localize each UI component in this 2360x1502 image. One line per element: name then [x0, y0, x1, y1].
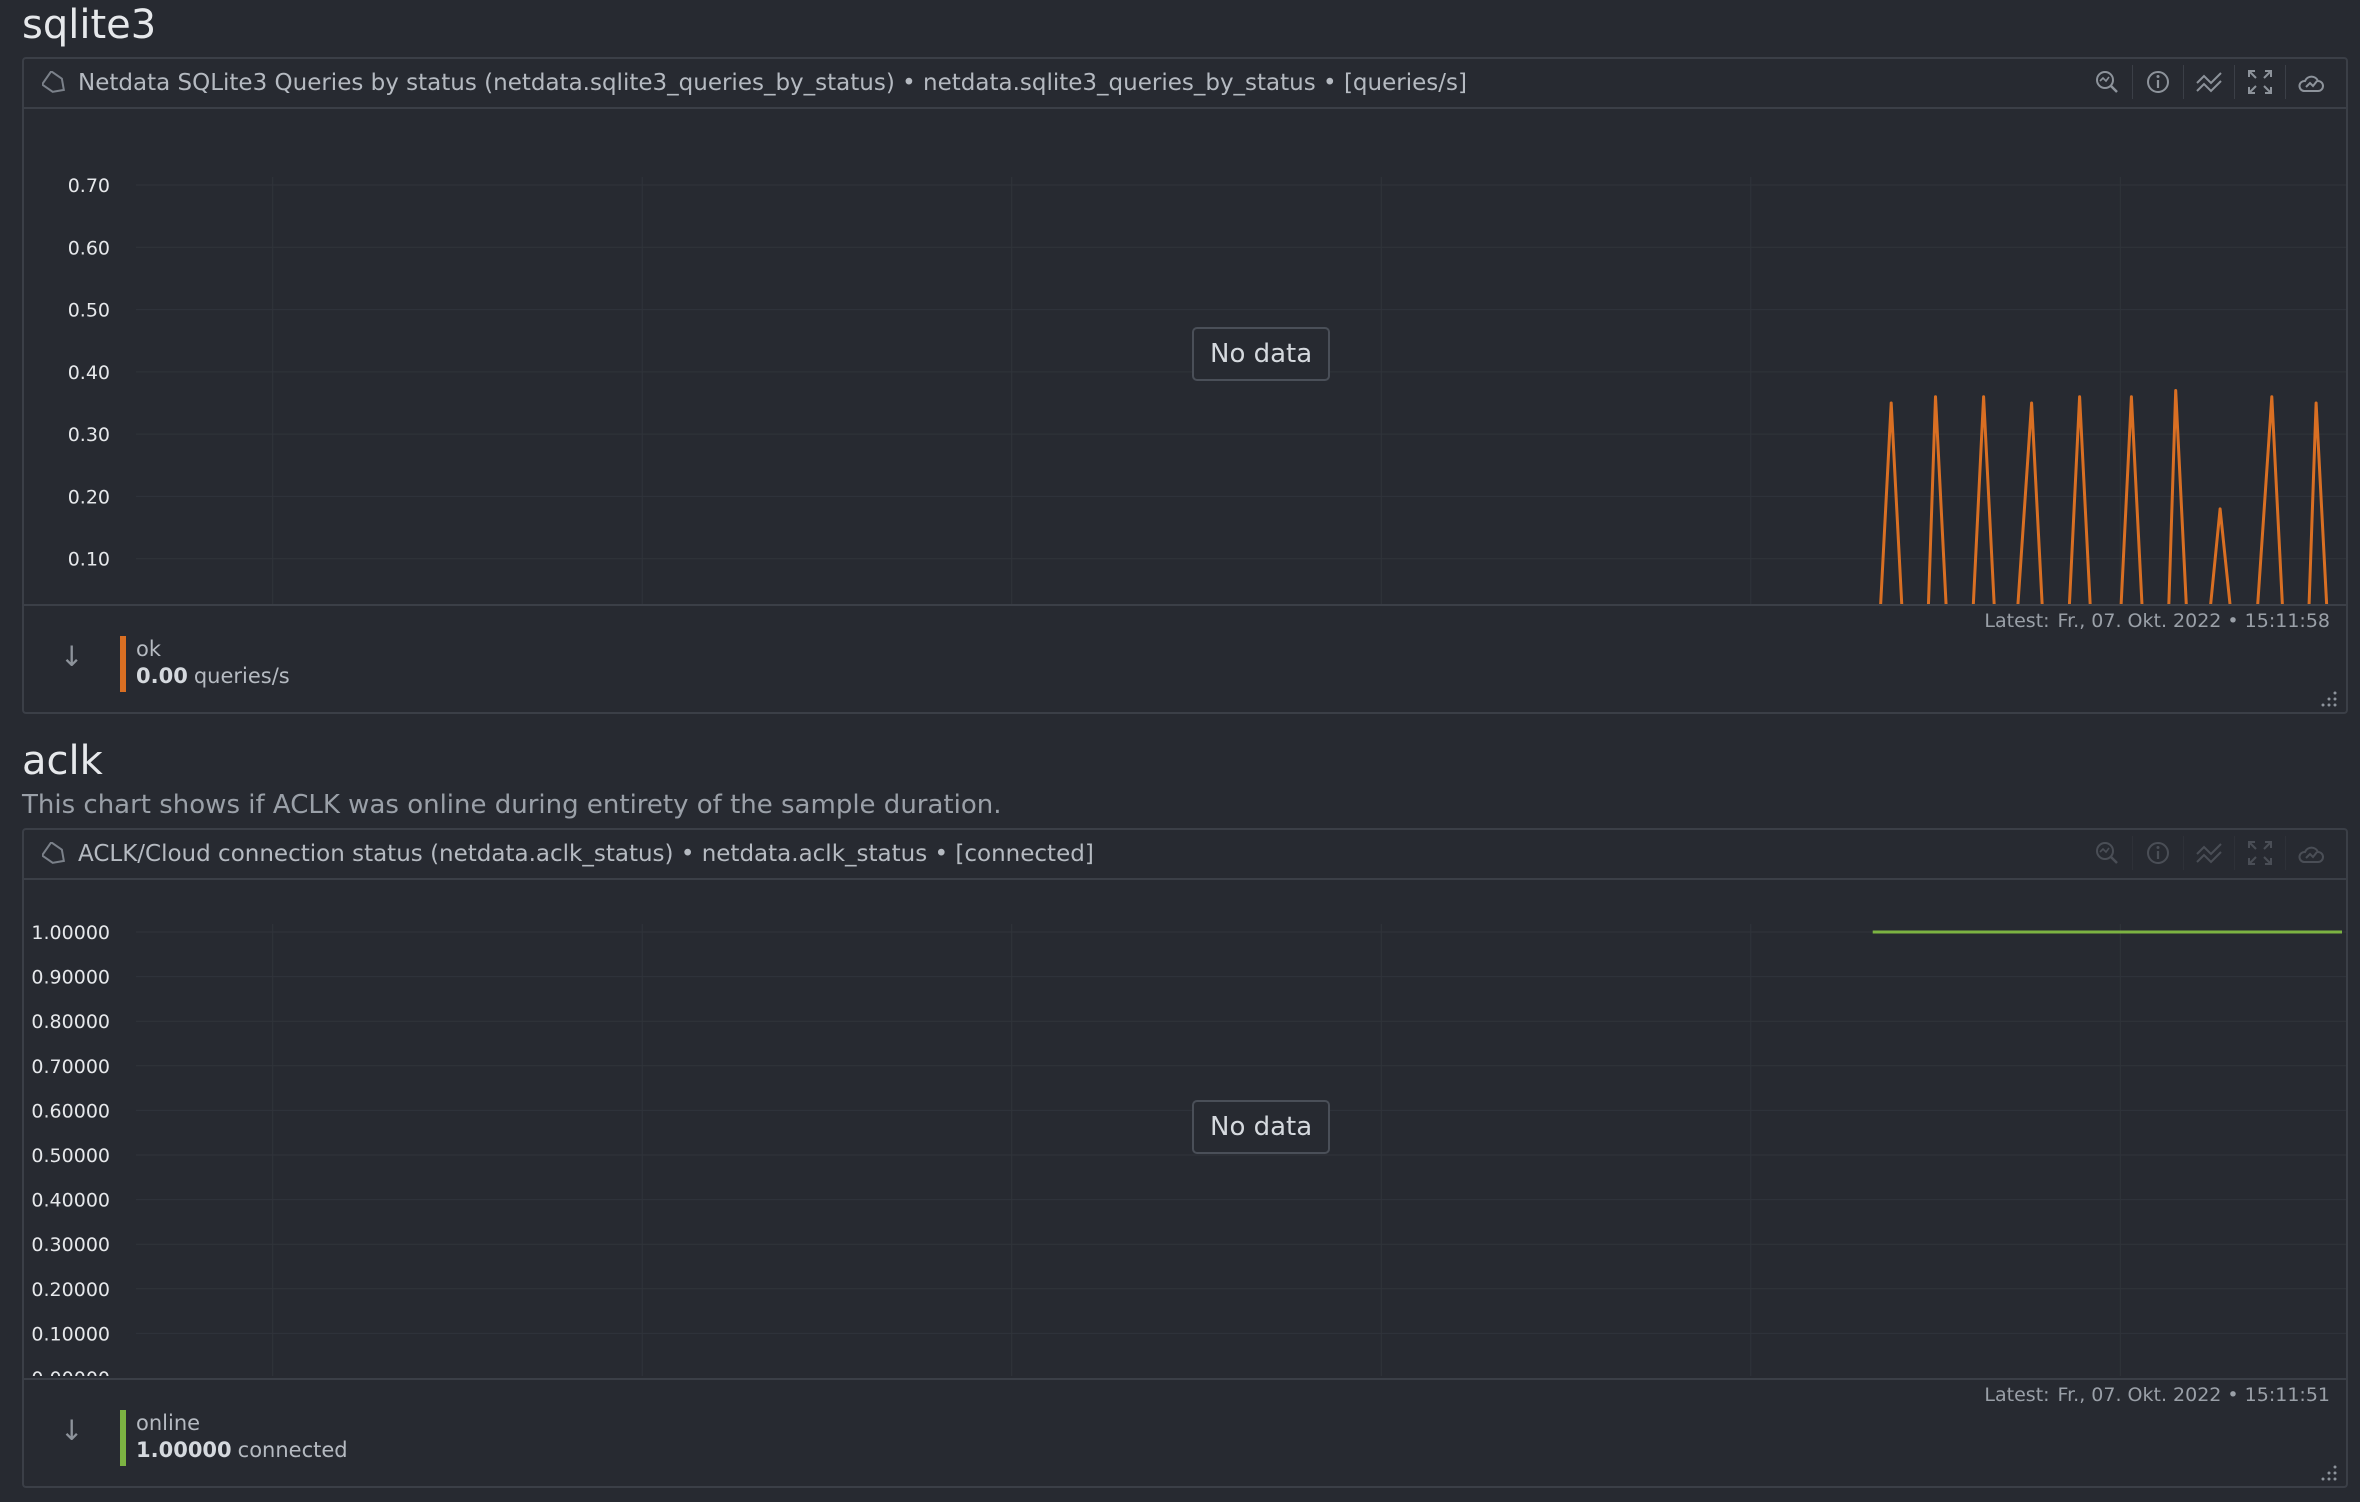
chart-footer: Latest: Fr., 07. Okt. 2022 • 15:11:51 ↓ o…: [24, 1378, 2346, 1486]
legend-value-row: 1.00000 connected: [136, 1436, 348, 1464]
separator: •: [680, 841, 702, 867]
y-tick-label: 1.00000: [31, 922, 110, 944]
tag-icon: [42, 71, 65, 93]
chart-panel-sqlite3: Netdata SQLite3 Queries by status (netda…: [22, 57, 2348, 714]
chart-units: [queries/s]: [1343, 70, 1467, 96]
no-data-label: No data: [1192, 1100, 1331, 1154]
resize-handle-icon[interactable]: [2320, 1464, 2338, 1482]
latest-value: Fr., 07. Okt. 2022 • 15:11:58: [2057, 610, 2330, 632]
chart-footer: Latest: Fr., 07. Okt. 2022 • 15:11:58 ↓ o…: [24, 604, 2346, 712]
legend-name: online: [136, 1411, 201, 1435]
separator: •: [1323, 70, 1344, 96]
y-tick-label: 0.70000: [31, 1056, 110, 1078]
info-icon[interactable]: [2132, 836, 2183, 870]
zoom-icon[interactable]: [2082, 65, 2132, 99]
chart-panel-aclk: ACLK/Cloud connection status (netdata.ac…: [22, 828, 2348, 1488]
y-tick-label: 0.50000: [31, 1145, 110, 1167]
y-tick-label: 0.20000: [31, 1279, 110, 1301]
arrow-down-icon[interactable]: ↓: [60, 640, 84, 673]
y-tick-label: 0.40000: [31, 1190, 110, 1212]
fullscreen-icon[interactable]: [2234, 65, 2285, 99]
legend-name: ok: [136, 637, 162, 661]
latest-timestamp: Latest: Fr., 07. Okt. 2022 • 15:11:51: [1984, 1384, 2330, 1406]
chart-title-text: Netdata SQLite3 Queries by status (netda…: [78, 70, 895, 96]
chart-header: Netdata SQLite3 Queries by status (netda…: [24, 59, 2346, 109]
section-title-sqlite3: sqlite3: [22, 2, 157, 48]
y-tick-label: 0.70: [68, 175, 110, 197]
y-tick-label: 0.10: [68, 549, 110, 571]
section-title-aclk: aclk: [22, 738, 103, 784]
chart-title: Netdata SQLite3 Queries by status (netda…: [78, 70, 1467, 96]
y-tick-label: 0.50: [68, 300, 110, 322]
separator: •: [902, 70, 924, 96]
chart-title: ACLK/Cloud connection status (netdata.ac…: [78, 841, 1094, 867]
y-tick-label: 0.30: [68, 424, 110, 446]
no-data-label: No data: [1192, 327, 1331, 381]
chart-id: netdata.sqlite3_queries_by_status: [923, 70, 1316, 96]
legend-value: 0.00: [136, 664, 188, 688]
chart-plot[interactable]: 0.700.600.500.400.300.200.100.0001.10.02…: [24, 109, 2346, 605]
y-tick-label: 0.40: [68, 362, 110, 384]
y-tick-label: 0.80000: [31, 1011, 110, 1033]
chart-id: netdata.aclk_status: [701, 841, 928, 867]
legend-unit: connected: [237, 1438, 348, 1462]
latest-value: Fr., 07. Okt. 2022 • 15:11:51: [2057, 1384, 2330, 1406]
legend-value-row: 0.00 queries/s: [136, 662, 290, 690]
chart-header: ACLK/Cloud connection status (netdata.ac…: [24, 830, 2346, 880]
chart-units: [connected]: [955, 841, 1094, 867]
y-tick-label: 0.00000: [31, 1368, 110, 1376]
compare-icon[interactable]: [2183, 65, 2234, 99]
chart-plot[interactable]: 1.00000 0.90000 0.80000 0.70000 0.60000 0.500…: [24, 880, 2346, 1376]
y-tick-label: 0.90000: [31, 967, 110, 989]
arrow-down-icon[interactable]: ↓: [60, 1414, 84, 1447]
section-description: This chart shows if ACLK was online duri…: [22, 790, 1002, 820]
tag-icon: [42, 842, 65, 864]
chart-toolbar: [2082, 65, 2336, 99]
info-icon[interactable]: [2132, 65, 2183, 99]
separator: •: [934, 841, 956, 867]
y-tick-label: 0.10000: [31, 1323, 110, 1345]
resize-handle-icon[interactable]: [2320, 690, 2338, 708]
legend-value: 1.00000: [136, 1438, 232, 1462]
series-line-ok: [1879, 389, 2329, 605]
chart-title-text: ACLK/Cloud connection status (netdata.ac…: [78, 841, 674, 867]
fullscreen-icon[interactable]: [2234, 836, 2285, 870]
latest-label: Latest:: [1984, 610, 2050, 632]
latest-label: Latest:: [1984, 1384, 2050, 1406]
y-tick-label: 0.30000: [31, 1234, 110, 1256]
y-tick-label: 0.20: [68, 486, 110, 508]
chart-toolbar: [2082, 836, 2336, 870]
legend-unit: queries/s: [193, 664, 290, 688]
zoom-icon[interactable]: [2082, 836, 2132, 870]
cloud-chart-icon[interactable]: [2285, 65, 2336, 99]
y-tick-label: 0.60000: [31, 1100, 110, 1122]
compare-icon[interactable]: [2183, 836, 2234, 870]
cloud-chart-icon[interactable]: [2285, 836, 2336, 870]
y-tick-label: 0.60: [68, 237, 110, 259]
latest-timestamp: Latest: Fr., 07. Okt. 2022 • 15:11:58: [1984, 610, 2330, 632]
legend-item-ok[interactable]: ok 0.00 queries/s: [120, 636, 290, 692]
legend-item-online[interactable]: online 1.00000 connected: [120, 1410, 348, 1466]
